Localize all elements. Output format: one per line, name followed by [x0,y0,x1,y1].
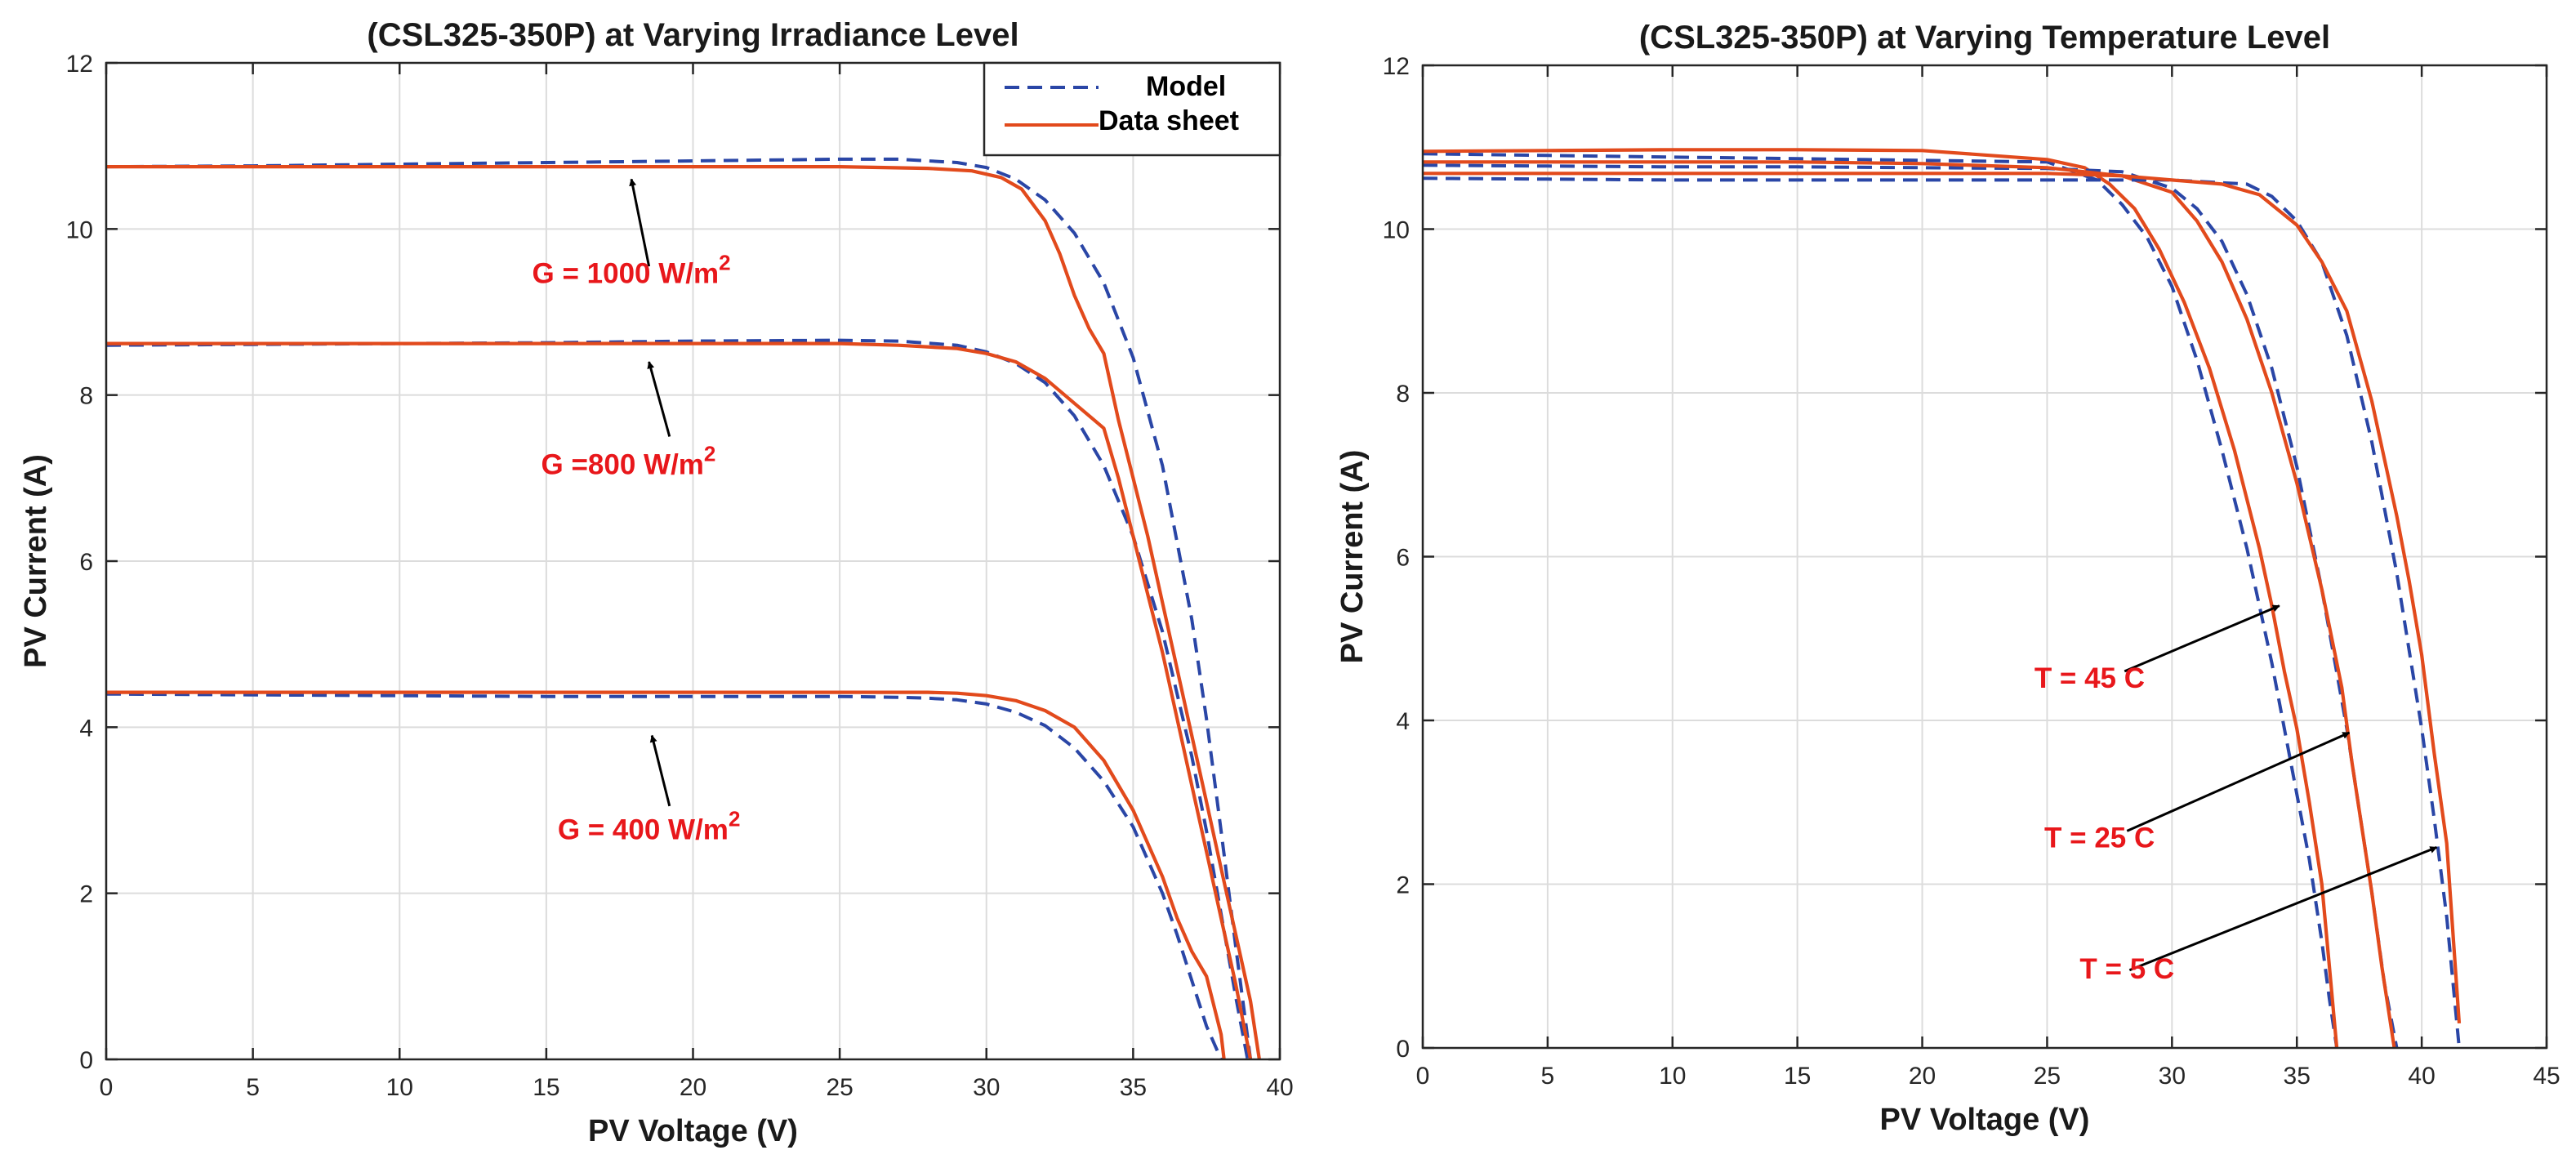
chart-0-y-tick-label: 6 [79,549,93,576]
chart-1-annotation-arrow [2128,845,2438,972]
chart-0-title: (CSL325-350P) at Varying Irradiance Leve… [367,17,1018,53]
chart-0-x-tick-label: 20 [680,1074,706,1101]
chart-1-y-tick-label: 0 [1396,1036,1410,1063]
chart-1-y-tick-label: 6 [1396,545,1410,572]
chart-0-x-tick-label: 15 [533,1074,559,1101]
chart-1-x-tick-label: 25 [2034,1063,2061,1090]
chart-0-x-tick-label: 30 [973,1074,1000,1101]
chart-1-y-tick-label: 12 [1383,53,1410,80]
chart-0-annotation-arrow [647,361,671,437]
chart-0-legend-box [983,61,1281,157]
chart-1-y-axis-label: PV Current (A) [1335,450,1370,664]
chart-1-x-tick-label: 15 [1784,1063,1811,1090]
chart-1-y-tick-label: 8 [1396,381,1410,408]
chart-1-series-model-t-45-c [1422,152,2339,1049]
chart-0-y-tick-label: 10 [66,216,93,243]
chart-0-annotation-label: G = 1000 W/m2 [533,250,731,289]
chart-1-annotation-label: T = 25 C [2044,822,2155,854]
chart-1-x-tick-label: 45 [2533,1063,2560,1090]
chart-1-y-tick-label: 4 [1396,708,1410,735]
chart-0-x-axis-label: PV Voltage (V) [588,1114,798,1148]
chart-0-series-model-g-1000-w-m2 [105,157,1253,1060]
chart-0-x-tick-label: 5 [246,1074,260,1101]
chart-0-annotation-label: G = 400 W/m2 [558,807,741,846]
chart-1-x-axis-label: PV Voltage (V) [1880,1103,2090,1137]
chart-1-x-tick-label: 20 [1909,1063,1936,1090]
chart-1-series-data-sheet-t-45-c [1422,148,2339,1049]
chart-1-series-data-sheet-t-25-c [1423,160,2396,1049]
chart-0-y-axis-label: PV Current (A) [19,454,53,668]
irradiance-chart: 0 5 10 15 20 25 30 35 40 0 2 4 6 8 10 12 (CSL325-350P) a… [19,17,1294,1148]
chart-1-y-tick-label: 2 [1396,872,1410,899]
chart-0-x-tick-label: 10 [386,1074,413,1101]
chart-0-series-data-sheet-g-800-w-m2 [106,341,1253,1060]
chart-0-legend-label-model: Model [1146,71,1226,102]
chart-1-y-tick-label: 10 [1383,217,1410,244]
chart-1-series-model-t-25-c [1422,163,2399,1049]
chart-1-x-tick-label: 5 [1541,1063,1555,1090]
chart-0-series-model-g-400-w-m2 [105,692,1223,1060]
chart-0-y-tick-label: 2 [79,881,93,908]
chart-0-y-tick-label: 4 [79,715,93,742]
chart-1-x-tick-label: 35 [2284,1063,2311,1090]
chart-1-x-tick-label: 30 [2159,1063,2186,1090]
chart-0-legend-label-data-sheet: Data sheet [1099,105,1239,136]
chart-0-annotation-label: G =800 W/m2 [541,441,716,480]
chart-0-y-tick-label: 12 [66,51,93,78]
chart-0-x-tick-label: 40 [1266,1074,1293,1101]
temperature-chart: 0 5 10 15 20 25 30 35 40 45 0 2 4 6 8 10 12 (CSL325-350P)… [1335,20,2560,1137]
chart-1-x-tick-label: 10 [1659,1063,1686,1090]
chart-0-x-tick-label: 35 [1120,1074,1147,1101]
chart-0-x-tick-label: 0 [100,1074,114,1101]
chart-1-series-data-sheet-t-5-c [1423,172,2462,1024]
chart-1-title: (CSL325-350P) at Varying Temperature Lev… [1639,20,2330,56]
chart-1-annotation-label: T = 5 C [2079,953,2174,985]
chart-0-x-tick-label: 25 [826,1074,853,1101]
chart-0-annotation-arrow [649,734,671,807]
chart-1-annotation-label: T = 45 C [2035,662,2145,694]
chart-0-y-tick-label: 0 [79,1047,93,1074]
chart-0-series-data-sheet-g-400-w-m2 [106,690,1226,1060]
chart-1-x-tick-label: 0 [1416,1063,1430,1090]
chart-1-series-model-t-5-c [1422,176,2461,1049]
chart-1-annotation-arrow [2124,604,2280,673]
chart-1-x-tick-label: 40 [2408,1063,2435,1090]
chart-1-annotation-arrow [2126,731,2351,832]
chart-0-y-tick-label: 8 [79,383,93,410]
chart-0-annotation-arrow [629,178,651,267]
chart-0-series-data-sheet-g-1000-w-m2 [106,165,1261,1060]
